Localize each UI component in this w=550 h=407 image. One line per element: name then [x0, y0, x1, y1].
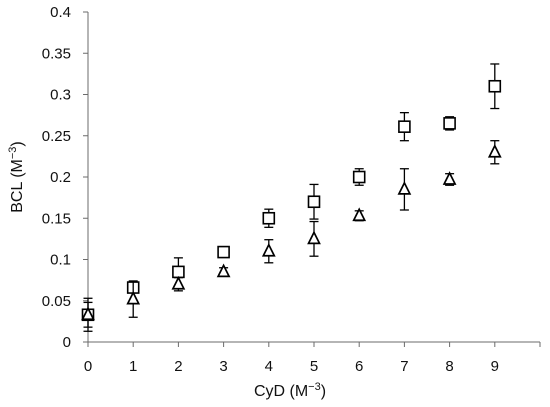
x-tick-label: 7	[400, 358, 408, 375]
square-point	[398, 120, 411, 133]
triangle-point	[126, 290, 141, 305]
axes	[87, 12, 540, 343]
triangle-point	[352, 207, 367, 222]
data-series	[81, 63, 502, 332]
x-tick-label: 8	[445, 358, 453, 375]
y-tick-label: 0.35	[42, 45, 71, 62]
x-axis-title: CyD (M−3)	[254, 381, 326, 400]
triangle-point	[81, 306, 95, 321]
square-point	[307, 195, 321, 209]
x-tick-label: 5	[310, 358, 318, 375]
triangle-point	[261, 242, 276, 257]
x-tick-label: 4	[265, 358, 273, 375]
x-tick-label: 1	[129, 358, 137, 375]
y-tick-label: 0.05	[42, 293, 71, 310]
square-point	[262, 211, 276, 225]
square-series	[81, 63, 502, 332]
triangle-point	[216, 263, 231, 278]
x-tick-label: 0	[84, 358, 92, 375]
y-tick-label: 0	[63, 334, 71, 351]
triangle-point	[487, 143, 502, 158]
square-point	[172, 265, 185, 279]
square-point	[488, 79, 502, 93]
y-tick-label: 0.4	[50, 4, 71, 21]
x-tick-label: 6	[355, 358, 363, 375]
x-tick-label: 3	[219, 358, 227, 375]
triangle-point	[442, 171, 457, 185]
triangle-point	[171, 275, 186, 290]
triangle-point	[397, 180, 412, 195]
triangle-point	[307, 230, 321, 245]
y-tick-label: 0.1	[50, 252, 71, 269]
x-tick-label: 9	[491, 358, 499, 375]
y-tick-label: 0.2	[50, 169, 71, 186]
y-axis-ticks: 0 0.05 0.1 0.15 0.2 0.25 0.3 0.35 0.4	[42, 4, 88, 351]
y-axis-title: BCL (M−3)	[7, 141, 26, 213]
y-tick-label: 0.15	[42, 210, 71, 227]
x-tick-label: 2	[174, 358, 182, 375]
square-point	[352, 170, 366, 184]
triangle-series	[81, 140, 502, 328]
y-tick-label: 0.25	[42, 128, 71, 145]
y-tick-label: 0.3	[50, 87, 71, 104]
square-point	[217, 245, 230, 259]
x-axis-ticks: 0 1 2 3 4 5 6 7 8 9	[84, 342, 541, 375]
square-point	[443, 117, 456, 130]
